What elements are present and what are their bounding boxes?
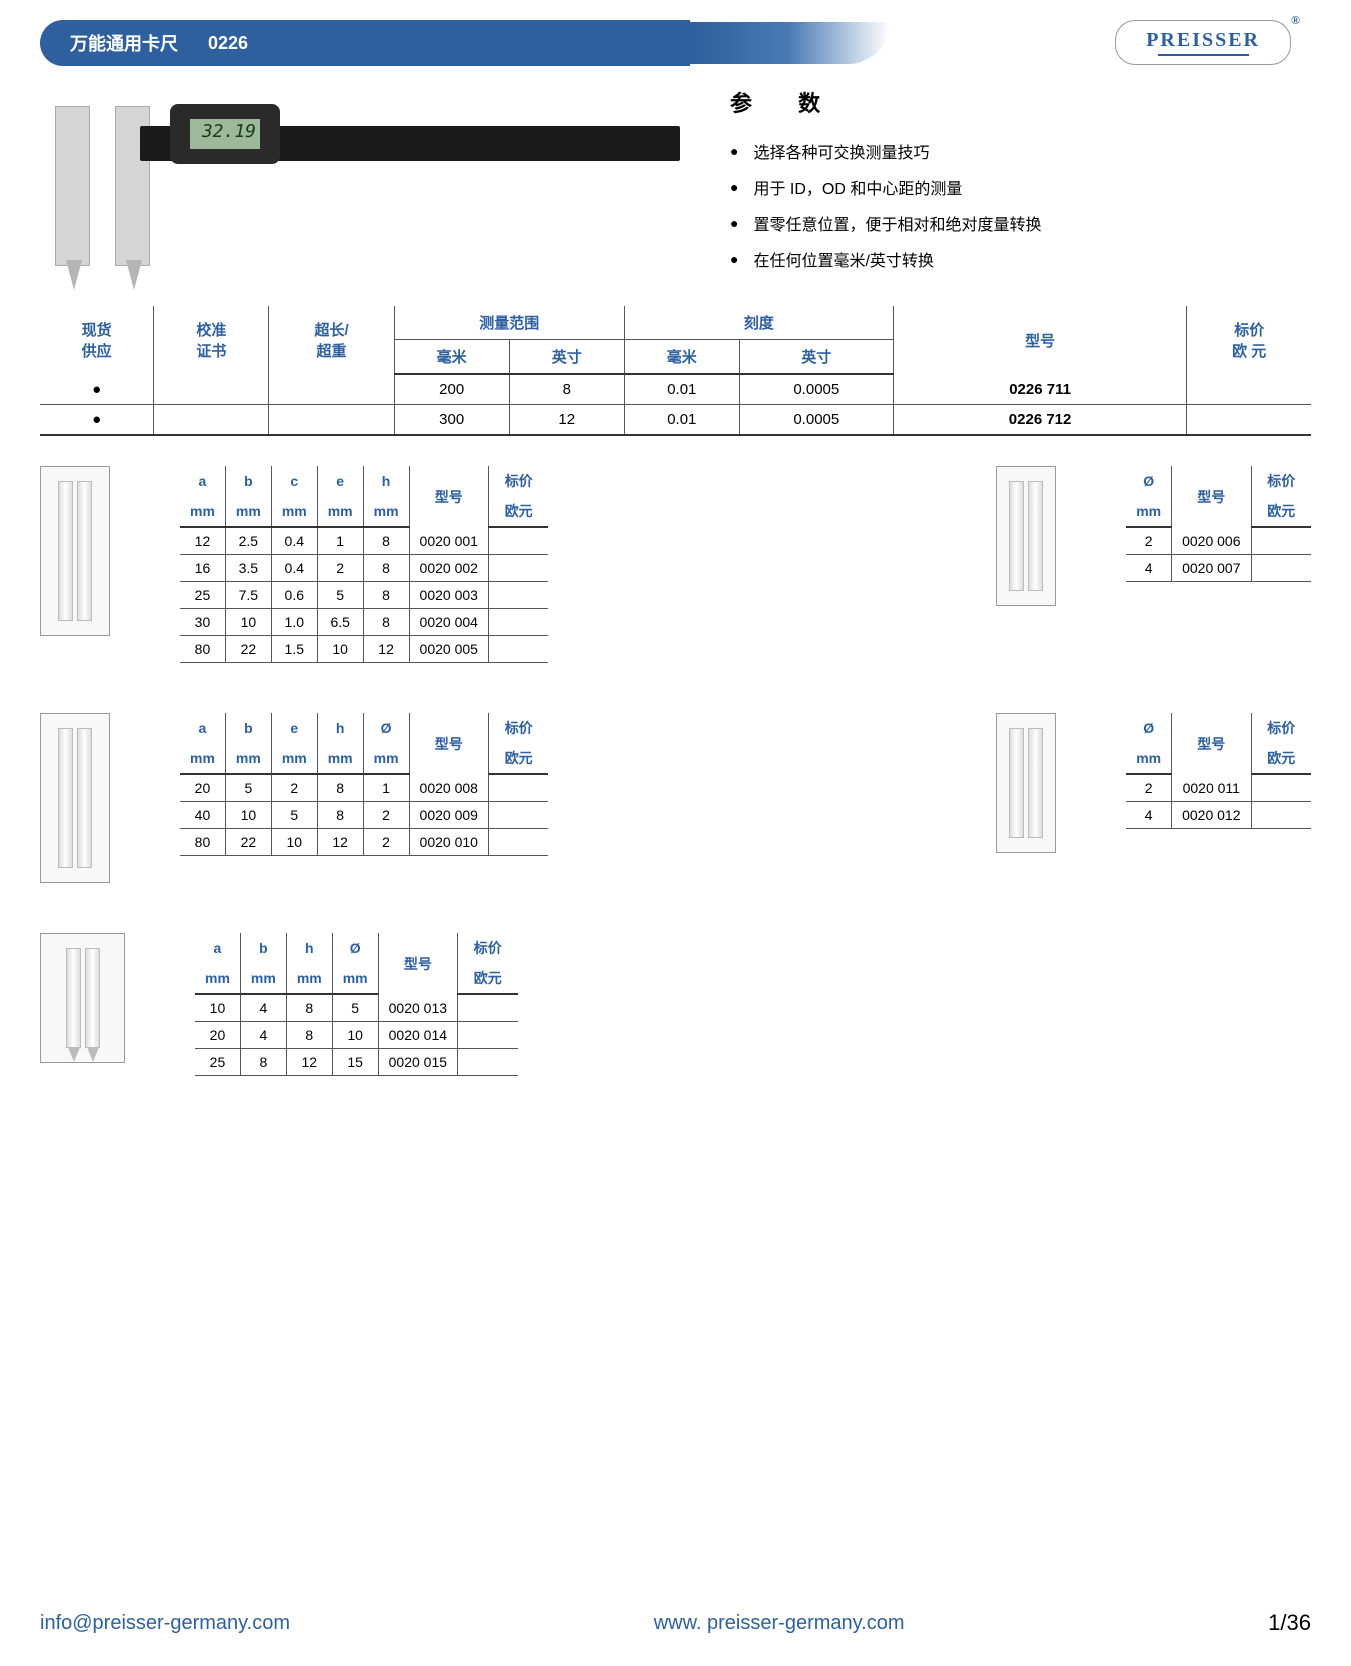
- accessory-block-a: abceh型号标价 mmmmmmmmmm欧元 122.50.4180020 00…: [40, 466, 548, 663]
- table-row: ●20080.010.00050226 711: [40, 374, 1311, 405]
- param-item: 选择各种可交换测量技巧: [730, 133, 1311, 169]
- parameters-list: 选择各种可交换测量技巧 用于 ID，OD 和中心距的测量 置零任意位置，便于相对…: [730, 133, 1311, 277]
- param-item: 置零任意位置，便于相对和绝对度量转换: [730, 205, 1311, 241]
- title-tab: 万能通用卡尺 0226: [40, 20, 690, 66]
- table-row: 40020 012: [1126, 802, 1311, 829]
- table-row: 40020 007: [1126, 555, 1311, 582]
- table-row: 80221.510120020 005: [180, 636, 548, 663]
- table-row: 20020 011: [1126, 774, 1311, 802]
- param-item: 在任何位置毫米/英寸转换: [730, 241, 1311, 277]
- accessory-block-e: abhØ型号标价 mmmmmmmm欧元 104850020 0132048100…: [40, 933, 518, 1076]
- lcd-readout: 32.19: [190, 119, 260, 149]
- page-number: 1/36: [1268, 1610, 1311, 1636]
- table-row: 2048100020 014: [195, 1022, 518, 1049]
- table-row: 2052810020 008: [180, 774, 548, 802]
- col-price: 标价欧 元: [1187, 306, 1311, 374]
- accessory-image-a: [40, 466, 110, 636]
- table-row: 104850020 013: [195, 994, 518, 1022]
- accessory-image-e: [40, 933, 125, 1063]
- col-oversize: 超长/超重: [269, 306, 394, 374]
- accessory-row-2: abehØ型号标价 mmmmmmmmmm欧元 2052810020 008401…: [40, 713, 1311, 883]
- top-section: 32.19 参 数 选择各种可交换测量技巧 用于 ID，OD 和中心距的测量 置…: [40, 86, 1311, 286]
- accessory-block-c: abehØ型号标价 mmmmmmmmmm欧元 2052810020 008401…: [40, 713, 548, 883]
- accessory-row-3: abhØ型号标价 mmmmmmmm欧元 104850020 0132048100…: [40, 933, 1311, 1076]
- spec-table-b: Ø型号标价 mm欧元 20020 00640020 007: [1126, 466, 1311, 582]
- col-range: 测量范围: [394, 306, 624, 340]
- brand-logo: PREISSER: [1115, 20, 1291, 65]
- accessory-row-1: abceh型号标价 mmmmmmmmmm欧元 122.50.4180020 00…: [40, 466, 1311, 663]
- product-code: 0226: [208, 33, 248, 54]
- footer-website: www. preisser-germany.com: [654, 1612, 905, 1635]
- product-image: 32.19: [40, 86, 690, 286]
- product-title: 万能通用卡尺: [70, 30, 178, 56]
- table-row: 30101.06.580020 004: [180, 609, 548, 636]
- table-row: 122.50.4180020 001: [180, 527, 548, 555]
- col-resolution: 刻度: [624, 306, 893, 340]
- accessory-block-b: Ø型号标价 mm欧元 20020 00640020 007: [996, 466, 1311, 606]
- footer-email: info@preisser-germany.com: [40, 1612, 290, 1635]
- spec-table-c: abehØ型号标价 mmmmmmmmmm欧元 2052810020 008401…: [180, 713, 548, 856]
- table-row: 40105820020 009: [180, 802, 548, 829]
- parameters-title: 参 数: [730, 86, 1311, 118]
- accessory-block-d: Ø型号标价 mm欧元 20020 01140020 012: [996, 713, 1311, 853]
- table-row: 25812150020 015: [195, 1049, 518, 1076]
- parameters-section: 参 数 选择各种可交换测量技巧 用于 ID，OD 和中心距的测量 置零任意位置，…: [730, 86, 1311, 286]
- col-cert: 校准证书: [154, 306, 269, 374]
- accessory-image-c: [40, 713, 110, 883]
- caliper-jaw-fixed: [55, 106, 90, 266]
- table-row: 163.50.4280020 002: [180, 555, 548, 582]
- table-row: 8022101220020 010: [180, 829, 548, 856]
- table-row: 257.50.6580020 003: [180, 582, 548, 609]
- table-row: ●300120.010.00050226 712: [40, 405, 1311, 436]
- accessory-image-b: [996, 466, 1056, 606]
- param-item: 用于 ID，OD 和中心距的测量: [730, 169, 1311, 205]
- spec-table-a: abceh型号标价 mmmmmmmmmm欧元 122.50.4180020 00…: [180, 466, 548, 663]
- col-model: 型号: [893, 306, 1187, 374]
- spec-table-d: Ø型号标价 mm欧元 20020 01140020 012: [1126, 713, 1311, 829]
- caliper-display: 32.19: [170, 104, 280, 164]
- decorative-curve: [690, 22, 890, 64]
- spec-table-e: abhØ型号标价 mmmmmmmm欧元 104850020 0132048100…: [195, 933, 518, 1076]
- page-footer: info@preisser-germany.com www. preisser-…: [40, 1610, 1311, 1636]
- main-specs-table: 现货供应 校准证书 超长/超重 测量范围 刻度 型号 标价欧 元 毫米 英寸 毫…: [40, 306, 1311, 436]
- header-bar: 万能通用卡尺 0226 PREISSER: [40, 20, 1311, 66]
- table-row: 20020 006: [1126, 527, 1311, 555]
- accessory-image-d: [996, 713, 1056, 853]
- col-stock: 现货供应: [40, 306, 154, 374]
